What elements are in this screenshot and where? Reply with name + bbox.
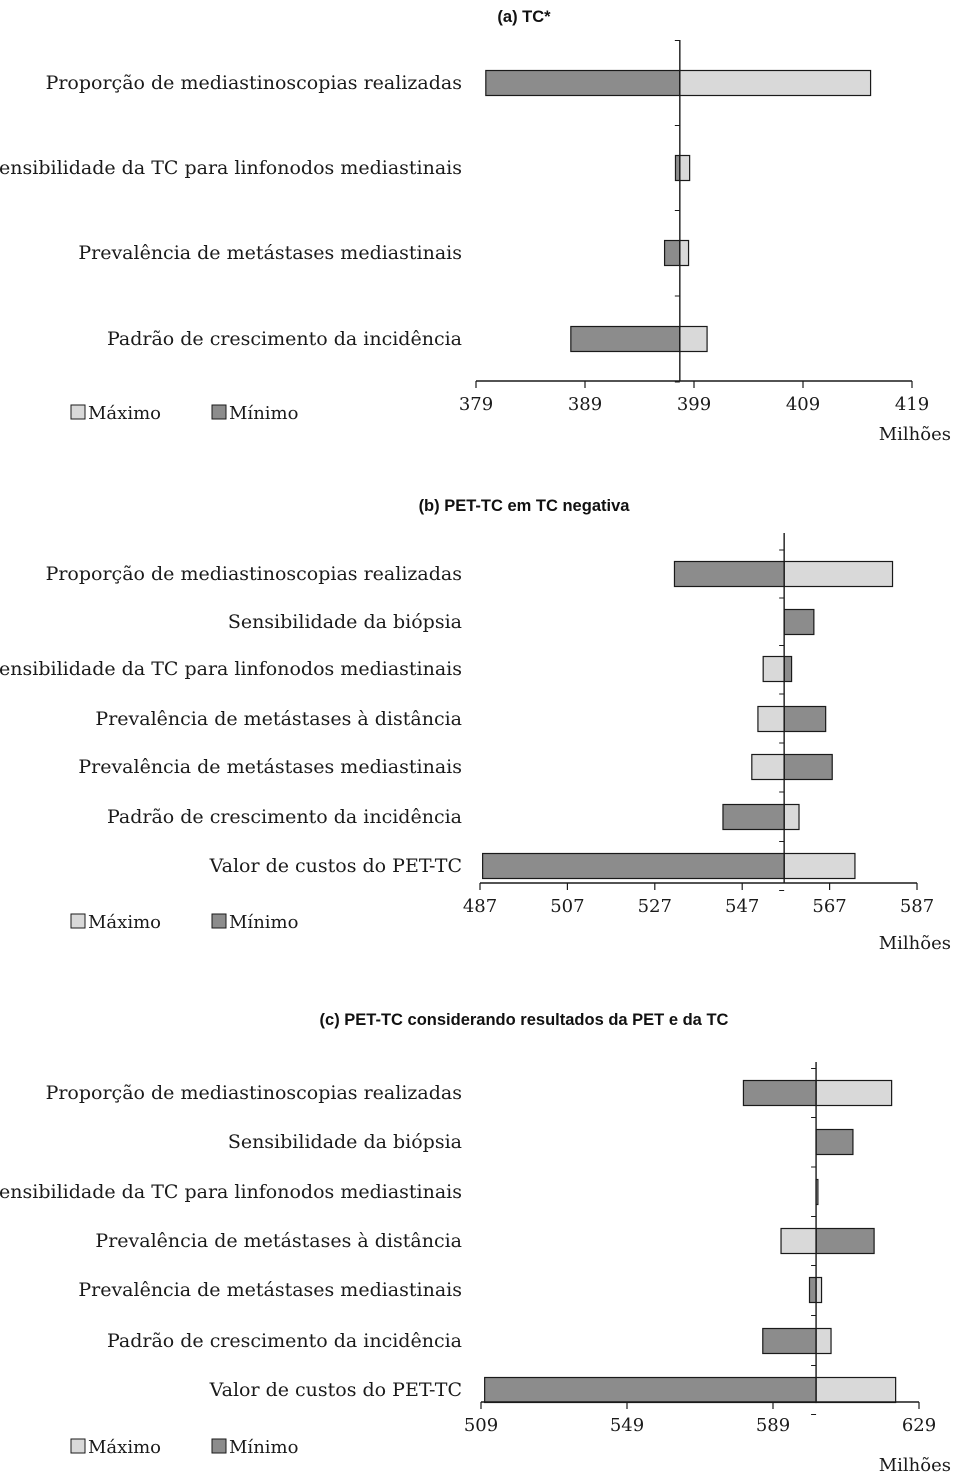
bar-minimo xyxy=(815,1227,875,1255)
chart-panel-3: (c) PET-TC considerando resultados da PE… xyxy=(0,1011,951,1476)
category-label: Proporção de mediastinoscopias realizada… xyxy=(46,1082,462,1104)
legend-label-minimo: Mínimo xyxy=(229,912,298,933)
category-label: Prevalência de metástases à distância xyxy=(95,1230,462,1252)
x-tick-label: 549 xyxy=(610,1415,644,1436)
x-tick-label: 629 xyxy=(902,1415,936,1436)
category-label: Prevalência de metástases à distância xyxy=(95,708,462,730)
bar-maximo xyxy=(815,1276,823,1304)
legend-label-maximo: Máximo xyxy=(88,912,161,933)
category-label: Prevalência de metástases mediastinais xyxy=(78,756,462,778)
bar-maximo xyxy=(679,154,691,182)
unit-label: Milhões xyxy=(879,933,951,954)
x-tick-label: 389 xyxy=(568,394,602,415)
chart-title: (a) TC* xyxy=(497,8,551,26)
unit-label: Milhões xyxy=(879,1455,951,1476)
bar-maximo xyxy=(815,1327,832,1355)
x-tick-label: 419 xyxy=(895,394,929,415)
x-tick-label: 409 xyxy=(786,394,820,415)
legend-swatch-minimo xyxy=(211,1438,227,1454)
legend-swatch-minimo xyxy=(211,913,227,929)
x-tick-label: 379 xyxy=(459,394,493,415)
bar-maximo xyxy=(780,1227,817,1255)
bar-maximo xyxy=(679,325,708,353)
bar-minimo xyxy=(783,705,827,733)
x-tick-label: 589 xyxy=(756,1415,790,1436)
category-label: Sensibilidade da TC para linfonodos medi… xyxy=(0,1181,462,1203)
x-tick-label: 509 xyxy=(464,1415,498,1436)
category-label: Valor de custos do PET-TC xyxy=(209,1379,462,1401)
legend-label-maximo: Máximo xyxy=(88,403,161,424)
category-label: Prevalência de metástases mediastinais xyxy=(78,242,462,264)
x-tick-label: 507 xyxy=(550,896,584,917)
category-label: Valor de custos do PET-TC xyxy=(209,855,462,877)
bar-maximo xyxy=(815,1079,893,1107)
x-tick-label: 547 xyxy=(725,896,759,917)
category-label: Proporção de mediastinoscopias realizada… xyxy=(46,563,462,585)
category-label: Padrão de crescimento da incidência xyxy=(107,328,462,350)
bar-maximo xyxy=(757,705,785,733)
category-label: Sensibilidade da TC para linfonodos medi… xyxy=(0,157,462,179)
category-label: Padrão de crescimento da incidência xyxy=(107,806,462,828)
category-label: Sensibilidade da biópsia xyxy=(228,1131,462,1153)
bar-maximo xyxy=(783,560,894,588)
legend: Máximo Mínimo xyxy=(70,403,298,424)
bar-minimo xyxy=(722,803,785,831)
x-tick-label: 567 xyxy=(812,896,846,917)
bar-maximo xyxy=(762,655,785,683)
category-label: Padrão de crescimento da incidência xyxy=(107,1330,462,1352)
bar-minimo xyxy=(762,1327,817,1355)
bar-minimo xyxy=(570,325,681,353)
x-tick-label: 587 xyxy=(900,896,934,917)
bar-minimo xyxy=(663,239,681,267)
legend-swatch-minimo xyxy=(211,404,227,420)
bar-maximo xyxy=(783,803,800,831)
chart-panel-1: (a) TC* Proporção de mediastinoscopias re… xyxy=(0,8,951,445)
legend: Máximo Mínimo xyxy=(70,912,298,933)
bar-minimo xyxy=(485,69,681,97)
chart-panel-2: (b) PET-TC em TC negativa Proporção de me… xyxy=(0,497,951,954)
chart-title: (c) PET-TC considerando resultados da PE… xyxy=(320,1011,729,1029)
legend: Máximo Mínimo xyxy=(70,1437,298,1458)
x-tick-label: 487 xyxy=(463,896,497,917)
category-label: Sensibilidade da biópsia xyxy=(228,611,462,633)
legend-label-minimo: Mínimo xyxy=(229,1437,298,1458)
unit-label: Milhões xyxy=(879,424,951,445)
bar-maximo xyxy=(751,753,785,781)
category-label: Proporção de mediastinoscopias realizada… xyxy=(46,72,462,94)
bar-maximo xyxy=(815,1376,897,1404)
x-tick-label: 399 xyxy=(677,394,711,415)
bar-maximo xyxy=(679,239,690,267)
legend-swatch-maximo xyxy=(70,404,86,420)
category-label: Sensibilidade da TC para linfonodos medi… xyxy=(0,658,462,680)
x-tick-label: 527 xyxy=(638,896,672,917)
legend-label-maximo: Máximo xyxy=(88,1437,161,1458)
chart-title: (b) PET-TC em TC negativa xyxy=(419,497,631,515)
bar-minimo xyxy=(783,655,793,683)
bar-minimo xyxy=(484,1376,817,1404)
bar-maximo xyxy=(679,69,872,97)
bar-maximo xyxy=(783,852,856,880)
legend-swatch-maximo xyxy=(70,1438,86,1454)
bar-minimo xyxy=(742,1079,817,1107)
bar-minimo xyxy=(815,1128,854,1156)
bar-minimo xyxy=(808,1276,817,1304)
bar-minimo xyxy=(783,608,815,636)
bar-minimo xyxy=(673,560,785,588)
legend-swatch-maximo xyxy=(70,913,86,929)
category-label: Prevalência de metástases mediastinais xyxy=(78,1279,462,1301)
legend-label-minimo: Mínimo xyxy=(229,403,298,424)
bar-minimo xyxy=(482,852,785,880)
bar-minimo xyxy=(783,753,833,781)
